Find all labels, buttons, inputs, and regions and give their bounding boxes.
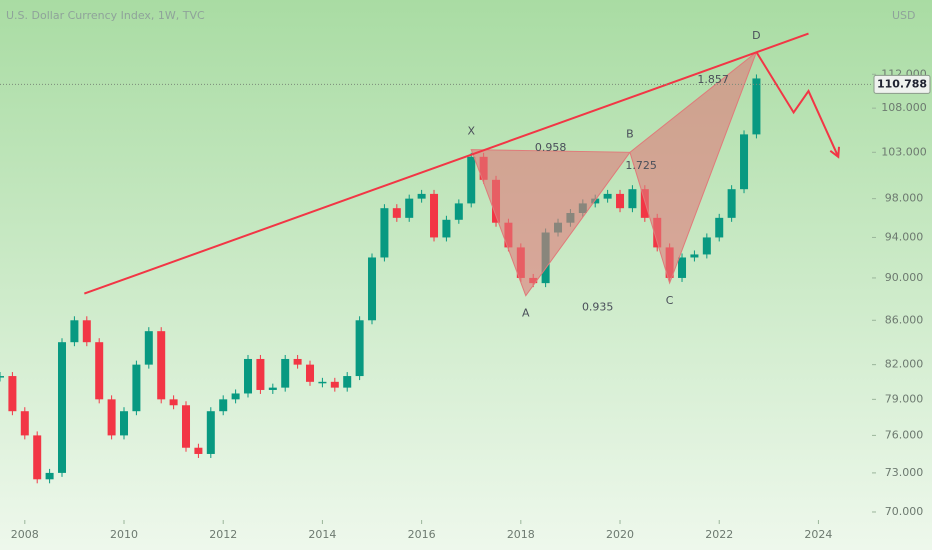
y-tick-label: 76.000 [885, 428, 924, 441]
candle [58, 342, 67, 473]
y-tick-label: 98.000 [885, 192, 924, 205]
last-price-box [873, 74, 931, 94]
y-tick-label: 108.000 [881, 101, 927, 114]
candle [45, 472, 54, 480]
candle [467, 156, 476, 204]
x-tick-label: 2024 [804, 528, 832, 541]
candle [8, 376, 17, 412]
candle [330, 381, 339, 388]
x-tick-label: 2014 [308, 528, 336, 541]
candle [0, 376, 4, 378]
pattern-ratio: 0.958 [535, 141, 567, 154]
pattern-point-label: B [626, 127, 634, 140]
pattern-ratio: 1.857 [697, 73, 729, 86]
candle [256, 358, 265, 390]
y-tick-label: 90.000 [885, 271, 924, 284]
candle [120, 411, 129, 436]
y-tick-label: 79.000 [885, 392, 924, 405]
candle [33, 435, 42, 480]
candle [206, 411, 215, 454]
pattern-ratio: 0.935 [582, 300, 614, 313]
candle [157, 331, 166, 400]
projection-path [755, 51, 840, 158]
candle [690, 254, 699, 258]
pattern-point-label: A [522, 307, 530, 320]
pattern-triangle [629, 50, 758, 285]
pattern-point-label: D [752, 29, 760, 42]
y-tick-label: 73.000 [885, 466, 924, 479]
trend-line [83, 32, 809, 295]
candle [244, 358, 253, 394]
candle [231, 393, 240, 400]
candle [95, 342, 104, 400]
y-tick-label: 70.000 [885, 505, 924, 518]
x-tick-label: 2016 [408, 528, 436, 541]
x-tick-label: 2012 [209, 528, 237, 541]
currency-label: USD [892, 9, 916, 22]
candle [380, 208, 389, 258]
candle [355, 320, 364, 377]
candle [740, 134, 749, 190]
projection-arrowhead [829, 146, 841, 159]
candle [417, 193, 426, 199]
candle [293, 358, 302, 365]
candle [603, 193, 612, 199]
x-tick-label: 2020 [606, 528, 634, 541]
candle [169, 399, 178, 406]
candle [144, 331, 153, 365]
candle [70, 320, 79, 343]
y-tick-label: 94.000 [885, 230, 924, 243]
x-tick-label: 2022 [705, 528, 733, 541]
candle [182, 405, 191, 448]
candle [219, 399, 228, 412]
candle [640, 189, 649, 218]
candle [132, 364, 141, 412]
y-tick-label: 86.000 [885, 313, 924, 326]
candle [442, 219, 451, 238]
pattern-point-label: X [467, 125, 475, 138]
pattern-point-label: C [666, 294, 674, 307]
candle [430, 193, 439, 238]
candle [194, 447, 203, 454]
candle [727, 189, 736, 218]
candle [281, 358, 290, 388]
candle [752, 78, 761, 135]
x-tick-label: 2018 [507, 528, 535, 541]
candle [107, 399, 116, 436]
candle [715, 217, 724, 238]
last-price-label: 110.788 [877, 77, 927, 90]
candle [318, 381, 327, 384]
y-tick-label: 103.000 [881, 145, 927, 158]
pattern-triangle [470, 149, 631, 297]
pattern-ratio: 1.725 [625, 159, 657, 172]
x-tick-label: 2008 [11, 528, 39, 541]
candle [628, 189, 637, 209]
candle [82, 320, 91, 343]
candle [392, 208, 401, 218]
candle [702, 237, 711, 255]
candle [368, 257, 377, 321]
y-tick-label: 82.000 [885, 358, 924, 371]
candle [591, 198, 600, 204]
candle [20, 411, 29, 436]
candle [306, 364, 315, 382]
chart-title: U.S. Dollar Currency Index, 1W, TVC [6, 9, 205, 22]
candle [678, 257, 687, 278]
candle [616, 193, 625, 209]
candle [454, 203, 463, 220]
x-tick-label: 2010 [110, 528, 138, 541]
candle [405, 198, 414, 218]
candle [268, 387, 277, 390]
candle [343, 376, 352, 388]
